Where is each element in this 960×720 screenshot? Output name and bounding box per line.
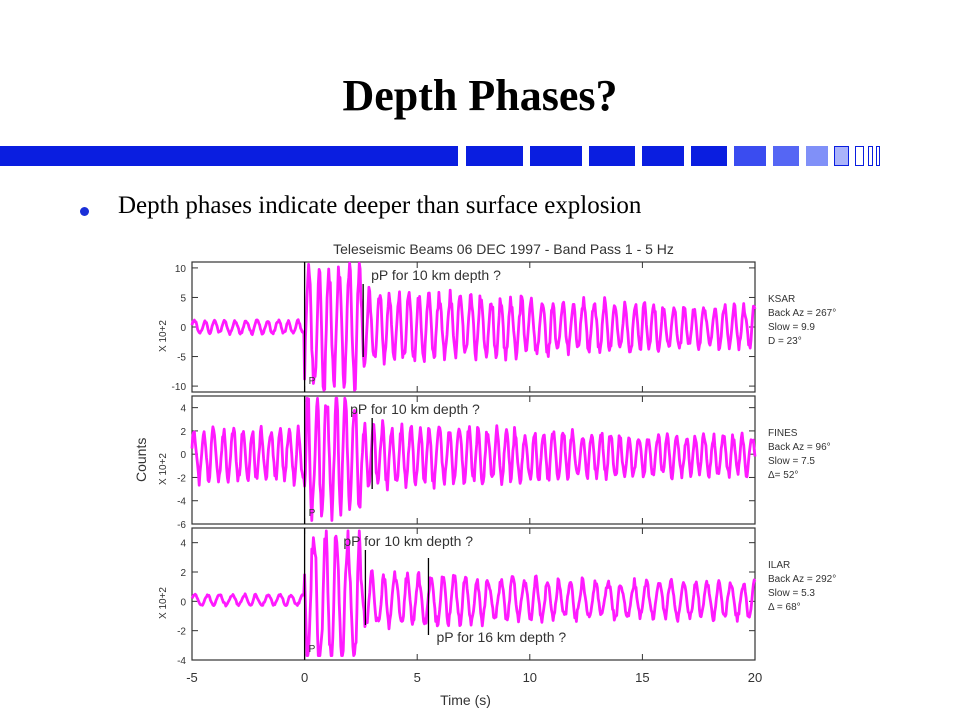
y-tick-label: -6 — [177, 520, 186, 531]
depth-phase-label: pP for 10 km depth ? — [371, 267, 501, 283]
y-axis-label: Counts — [133, 438, 149, 482]
panel-frame — [191, 527, 756, 661]
y-tick-label: 10 — [175, 264, 187, 275]
x-tick-label: 0 — [301, 670, 308, 685]
y-tick-label: -2 — [177, 473, 186, 484]
y-tick-label: 4 — [180, 539, 186, 550]
chart-title: Teleseismic Beams 06 DEC 1997 - Band Pas… — [333, 241, 674, 257]
y-tick-label: 4 — [180, 404, 186, 415]
station-info: Back Az = 96° — [768, 442, 831, 453]
station-info: Δ= 52° — [768, 470, 798, 481]
p-arrival-label: P — [309, 508, 316, 519]
band-segment — [691, 146, 727, 166]
station-info: Back Az = 267° — [768, 308, 836, 319]
y-scale-label: X 10+2 — [158, 453, 169, 485]
waveform-line — [190, 396, 757, 522]
p-arrival-label: P — [309, 376, 316, 387]
band-segment — [806, 146, 828, 166]
y-tick-label: -5 — [177, 353, 186, 364]
band-segment — [855, 146, 864, 166]
station-info: Back Az = 292° — [768, 574, 836, 585]
depth-phase-label: pP for 16 km depth ? — [436, 629, 566, 645]
y-scale-label: X 10+2 — [158, 587, 169, 619]
band-segment — [734, 146, 766, 166]
x-tick-label: 5 — [414, 670, 421, 685]
station-info: Slow = 9.9 — [768, 322, 815, 333]
slide-title: Depth Phases? — [342, 71, 618, 120]
waveform-line — [190, 261, 757, 392]
band-segment — [530, 146, 582, 166]
station-info: Slow = 5.3 — [768, 588, 815, 599]
band-segment — [0, 146, 458, 166]
x-tick-label: 15 — [635, 670, 649, 685]
p-arrival-label: P — [309, 644, 316, 655]
y-tick-label: -4 — [177, 497, 186, 508]
band-segment — [642, 146, 684, 166]
x-axis-label: Time (s) — [440, 692, 491, 708]
station-info: ILAR — [768, 560, 790, 571]
y-tick-label: 2 — [180, 568, 186, 579]
band-segment — [834, 146, 849, 166]
band-segment — [466, 146, 523, 166]
depth-phase-label: pP for 10 km depth ? — [350, 401, 480, 417]
y-tick-label: -4 — [177, 656, 186, 667]
y-tick-label: 2 — [180, 427, 186, 438]
waveform-line — [190, 529, 757, 657]
x-tick-label: 10 — [523, 670, 537, 685]
y-tick-label: -10 — [172, 382, 187, 393]
band-segment — [773, 146, 799, 166]
band-segment — [876, 146, 880, 166]
bullet-icon — [80, 207, 89, 216]
y-scale-label: X 10+2 — [158, 320, 169, 352]
station-info: D = 23° — [768, 336, 802, 347]
station-info: Slow = 7.5 — [768, 456, 815, 467]
y-tick-label: 0 — [180, 450, 186, 461]
panel-frame — [191, 395, 756, 525]
station-info: KSAR — [768, 294, 795, 305]
station-info: FINES — [768, 428, 798, 439]
y-tick-label: 0 — [180, 323, 186, 334]
band-segment — [589, 146, 635, 166]
x-tick-label: -5 — [186, 670, 198, 685]
y-tick-label: -2 — [177, 627, 186, 638]
y-tick-label: 5 — [180, 293, 186, 304]
x-tick-label: 20 — [748, 670, 762, 685]
depth-phase-label: pP for 10 km depth ? — [343, 533, 473, 549]
band-segment — [868, 146, 873, 166]
y-tick-label: 0 — [180, 597, 186, 608]
bullet-text: Depth phases indicate deeper than surfac… — [118, 192, 642, 219]
station-info: Δ = 68° — [768, 602, 801, 613]
